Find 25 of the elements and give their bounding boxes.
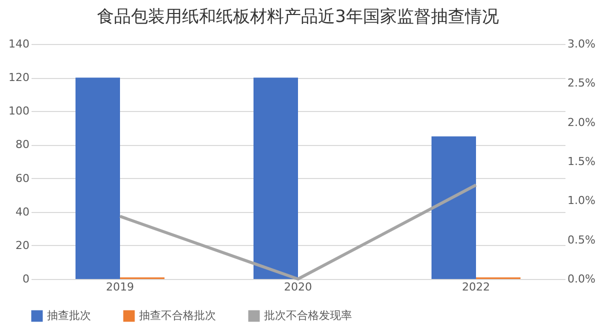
y-tick-label: 100 bbox=[8, 104, 30, 118]
y-tick-label: 60 bbox=[16, 172, 30, 185]
y-tick-label: 140 bbox=[8, 38, 30, 50]
y2-tick-label: 2.0% bbox=[568, 116, 596, 129]
legend-label: 批次不合格发现率 bbox=[264, 309, 352, 322]
x-tick-label: 2022 bbox=[462, 280, 490, 294]
bar bbox=[76, 78, 120, 279]
y2-tick-label: 0.5% bbox=[568, 233, 596, 246]
x-tick-label: 2020 bbox=[284, 280, 312, 294]
y2-tick-label: 1.5% bbox=[568, 155, 596, 168]
bar bbox=[432, 136, 476, 279]
bar bbox=[254, 78, 298, 279]
legend-label: 抽查批次 bbox=[47, 309, 91, 322]
x-tick-label: 2019 bbox=[106, 280, 134, 294]
chart-title: 食品包装用纸和纸板材料产品近3年国家监督抽查情况 bbox=[97, 7, 499, 27]
y-tick-label: 0 bbox=[22, 272, 30, 286]
y2-tick-label: 2.5% bbox=[568, 76, 596, 90]
y-tick-label: 40 bbox=[16, 205, 30, 218]
y2-tick-label: 1.0% bbox=[568, 194, 596, 208]
legend-label: 抽查不合格批次 bbox=[139, 309, 216, 322]
y-tick-label: 20 bbox=[16, 238, 30, 252]
y2-tick-label: 0.0% bbox=[568, 272, 596, 286]
y2-tick-label: 3.0% bbox=[568, 38, 596, 50]
y-tick-label: 80 bbox=[16, 138, 30, 152]
y-tick-label: 120 bbox=[8, 71, 30, 84]
